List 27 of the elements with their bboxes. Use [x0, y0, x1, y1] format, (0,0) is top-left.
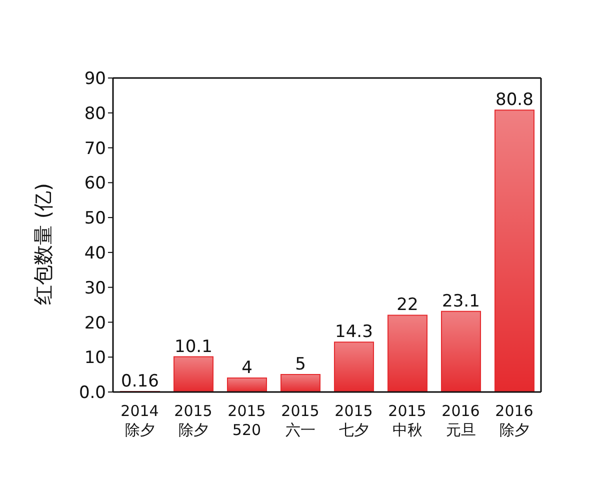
data-label: 5 [295, 354, 306, 375]
x-tick-label: 2016 元旦 [442, 402, 480, 439]
y-tick-label: 70 [84, 138, 106, 159]
x-tick-label: 2014 除夕 [120, 402, 159, 439]
y-tick-label: 30 [84, 278, 106, 298]
x-tick-label: 2015 七夕 [334, 402, 373, 439]
data-label: 0.16 [121, 371, 159, 392]
data-label: 10.1 [174, 336, 212, 357]
y-tick-label: 40 [84, 243, 106, 264]
x-tick-label: 2015 520 [228, 402, 266, 439]
x-tick-label: 2016 除夕 [495, 402, 534, 439]
x-tick-label: 2015 中秋 [388, 402, 426, 439]
data-label: 80.8 [496, 90, 534, 110]
x-tick-label: 2015 六一 [281, 402, 320, 439]
y-tick-label: 0.0 [78, 383, 106, 404]
y-axis-title: 红包数量 (亿) [31, 183, 56, 305]
y-tick-label: 50 [84, 208, 106, 229]
data-label: 22 [396, 295, 418, 316]
y-tick-label: 90 [84, 69, 106, 90]
data-label: 23.1 [442, 291, 480, 312]
y-tick-label: 60 [84, 174, 106, 194]
y-tick-label: 10 [84, 348, 106, 368]
y-tick-label: 20 [84, 313, 106, 334]
x-tick-label: 2015 除夕 [174, 402, 212, 439]
y-tick-label: 80 [84, 104, 106, 124]
data-label: 4 [242, 358, 252, 378]
data-label: 14.3 [335, 322, 373, 342]
